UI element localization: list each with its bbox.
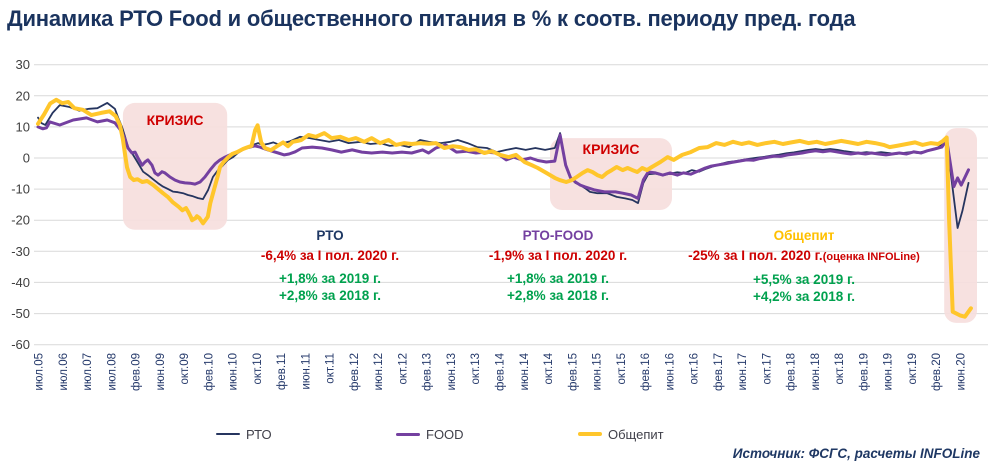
y-axis-label: -10 — [11, 182, 30, 197]
legend-item-общепит: Общепит — [578, 425, 664, 443]
x-axis-label: июн.09 — [155, 353, 167, 390]
legend-swatch — [216, 433, 240, 435]
x-axis-label: июн.20 — [956, 353, 968, 390]
series-line-catering — [36, 97, 973, 319]
x-axis-label: июн.15 — [592, 353, 604, 390]
annotation-line: -6,4% за I пол. 2020 г. — [260, 248, 400, 263]
x-axis-label: окт.19 — [907, 353, 919, 385]
x-axis-label: окт.14 — [543, 352, 555, 384]
chart-title: Динамика РТО Food и общественного питани… — [7, 6, 856, 31]
x-axis-label: фев.15 — [567, 353, 579, 391]
legend-item-food: FOOD — [396, 425, 464, 443]
x-axis-label: июн.19 — [883, 353, 895, 390]
legend-swatch — [396, 432, 420, 436]
x-axis-label: июл.05 — [34, 353, 46, 391]
annotation-title: РТО-FOOD — [522, 228, 594, 243]
crisis-label: КРИЗИС — [147, 112, 204, 128]
y-axis-label: -40 — [11, 275, 30, 290]
annotation-line-note: (оценка INFOLine) — [822, 251, 920, 263]
annotation-block-1: РТО -6,4% за I пол. 2020 г. +1,8% за 2019 … — [261, 228, 399, 305]
x-axis-label: июн.10 — [228, 353, 240, 390]
x-axis-label: фев.10 — [203, 353, 215, 391]
x-axis-label: окт.15 — [616, 353, 628, 385]
y-axis-label: 20 — [16, 88, 30, 103]
x-axis-label: фев.11 — [276, 353, 288, 390]
annotation-line: -1,9% за I пол. 2020 г. — [488, 248, 628, 263]
x-axis-label: фев.16 — [640, 353, 652, 391]
legend-item-рто: РТО — [216, 425, 272, 443]
x-axis-label: фев.12 — [349, 353, 361, 391]
x-axis-label: июл.07 — [82, 353, 94, 391]
x-axis-label: июн.13 — [446, 353, 458, 390]
legend-label: Общепит — [608, 426, 664, 442]
y-axis-label: -50 — [11, 306, 30, 321]
x-axis-label: июн.16 — [664, 353, 676, 390]
x-axis-label: окт.12 — [397, 353, 409, 385]
annotation-line: +2,8% за 2018 г. — [278, 288, 382, 303]
x-axis-label: июн.11 — [300, 353, 312, 390]
x-axis-label: фев.13 — [422, 353, 434, 391]
x-axis-label: окт.10 — [252, 353, 264, 385]
annotation-line: +2,8% за 2018 г. — [506, 288, 610, 303]
x-axis-label: фев.17 — [713, 353, 725, 391]
line-chart: 30 20 10 0 -10 -20 -30 -40 -50 -60 КРИЗИС КРИЗИС июл… — [11, 57, 988, 391]
x-axis-label: окт.18 — [834, 353, 846, 385]
y-axis-label: 10 — [16, 119, 30, 134]
source-note: Источник: ФСГС, расчеты INFOLine — [732, 446, 980, 461]
annotation-title: РТО — [316, 228, 344, 243]
x-axis-label: окт.16 — [689, 353, 701, 385]
x-axis-label: фев.19 — [858, 353, 870, 391]
y-axis-label: 30 — [16, 57, 30, 72]
x-axis-label: фев.09 — [131, 353, 143, 391]
y-axis-label: -20 — [11, 213, 30, 228]
x-axis-label: окт.13 — [470, 353, 482, 385]
x-axis-label: июл.06 — [58, 353, 70, 391]
annotation-line: +1,8% за 2019 г. — [506, 271, 610, 286]
annotation-line: +4,2% за 2018 г. — [752, 289, 855, 304]
x-axis-label: фев.18 — [786, 353, 798, 391]
x-axis-label: фев.20 — [931, 353, 943, 391]
chart-legend: РТО FOOD Общепит — [0, 425, 996, 443]
annotation-line: +5,5% за 2019 г. — [752, 272, 855, 287]
annotation-block-2: РТО-FOOD -1,9% за I пол. 2020 г. +1,8% за … — [489, 228, 627, 305]
x-axis-label: окт.09 — [179, 353, 191, 385]
annotation-block-3: Общепит -25% за I пол. 2020 г.(оценка INF… — [688, 228, 920, 306]
crisis-label: КРИЗИС — [583, 141, 640, 157]
x-axis-label: окт.17 — [761, 353, 773, 385]
legend-label: РТО — [246, 426, 272, 442]
legend-label: FOOD — [426, 426, 464, 442]
x-axis-label: июн.12 — [373, 353, 385, 390]
y-axis-label: -30 — [11, 244, 30, 259]
x-axis-label: фев.14 — [495, 352, 507, 391]
annotation-line: +1,8% за 2019 г. — [278, 271, 382, 286]
x-axis-label: июн.18 — [810, 353, 822, 390]
x-axis-label: июн.14 — [519, 352, 531, 390]
x-axis-label: июн.17 — [737, 353, 749, 390]
y-axis-label: -60 — [11, 337, 30, 352]
legend-swatch — [578, 432, 602, 436]
y-axis-label: 0 — [23, 151, 30, 166]
annotation-title: Общепит — [773, 228, 835, 243]
x-axis-label: окт.11 — [325, 353, 337, 384]
annotation-line: -25% за I пол. 2020 г.(оценка INFOLine) — [688, 248, 920, 263]
x-axis-label: июл.08 — [106, 353, 118, 391]
